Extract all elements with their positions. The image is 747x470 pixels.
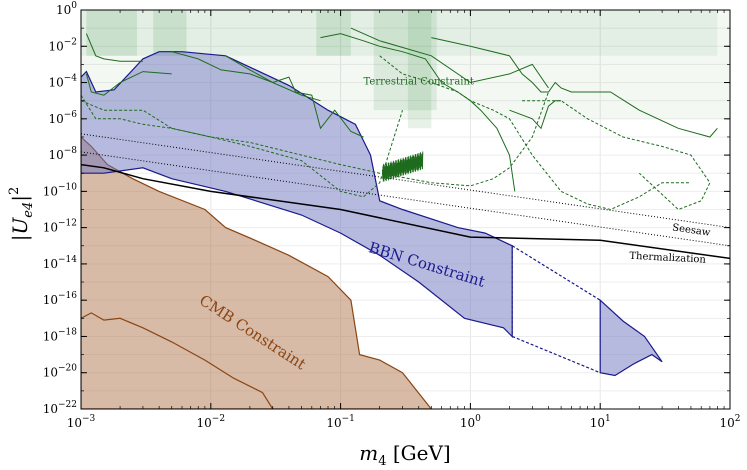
thermalization-curve bbox=[81, 163, 730, 260]
terrestrial-bound-a-curve bbox=[85, 33, 143, 62]
y-tick-label: 10−4 bbox=[48, 74, 77, 90]
y-tick-label: 10−14 bbox=[43, 255, 78, 271]
terrestrial-oscillation-curve bbox=[381, 151, 424, 182]
bound-curves bbox=[81, 27, 730, 260]
terrestrial-bound-d-curve bbox=[225, 55, 321, 102]
terrestrial-bound-b-curve bbox=[85, 71, 172, 96]
x-tick-label: 10−2 bbox=[197, 414, 226, 430]
y-tick-label: 10−18 bbox=[43, 327, 78, 343]
terrestrial-constraint-label: Terrestrial Constraint bbox=[364, 76, 474, 87]
terrestrial-band bbox=[407, 10, 432, 129]
x-tick-label: 101 bbox=[590, 414, 611, 430]
seesaw-upper-curve bbox=[81, 133, 730, 229]
y-tick-label: 10−20 bbox=[43, 364, 78, 380]
cmb-lower-edge bbox=[81, 312, 274, 409]
bbn-bridge-line bbox=[511, 335, 601, 374]
terrestrial-bound-g-curve bbox=[431, 37, 718, 138]
x-tick-label: 10−1 bbox=[326, 414, 355, 430]
terrestrial-dashed-b-curve bbox=[81, 100, 403, 198]
seesaw-lower-curve bbox=[81, 151, 730, 247]
x-tick-label: 102 bbox=[719, 414, 740, 430]
x-tick-label: 10−3 bbox=[67, 414, 96, 430]
terrestrial-bound-e-curve bbox=[320, 33, 516, 192]
terrestrial-bound-h-curve bbox=[509, 100, 562, 130]
y-tick-label: 10−12 bbox=[43, 219, 77, 235]
bbn-region bbox=[599, 298, 663, 377]
constraint-regions bbox=[81, 10, 730, 409]
bbn-bridge-line bbox=[511, 245, 601, 301]
terrestrial-bound-f-curve bbox=[350, 27, 549, 89]
y-tick-label: 10−10 bbox=[43, 182, 78, 198]
y-tick-label: 10−22 bbox=[43, 400, 77, 416]
thermalization-label: Thermalization bbox=[629, 251, 707, 266]
terrestrial-dashed-c-curve bbox=[379, 55, 691, 211]
terrestrial-band bbox=[86, 10, 137, 56]
terrestrial-band bbox=[316, 10, 351, 56]
seesaw-label: Seesaw bbox=[672, 223, 712, 239]
terrestrial-dashed-a-curve bbox=[81, 91, 549, 187]
y-tick-label: 10−2 bbox=[48, 37, 77, 53]
y-tick-label: 100 bbox=[56, 1, 77, 17]
terrestrial-band bbox=[153, 10, 187, 56]
x-tick-label: 100 bbox=[460, 414, 481, 430]
y-tick-label: 10−8 bbox=[48, 146, 77, 162]
terrestrial-dashed-d-curve bbox=[522, 100, 711, 211]
y-tick-label: 10−16 bbox=[43, 291, 78, 307]
y-tick-label: 10−6 bbox=[48, 110, 77, 126]
bbn-region bbox=[81, 51, 513, 338]
y-axis-title: |Ue4|2 bbox=[7, 187, 36, 242]
x-axis-title: m4 [GeV] bbox=[359, 441, 450, 469]
terrestrial-band bbox=[81, 10, 718, 56]
axis-ticks: 10−3 10−2 10−1 100 101 102 100 10−2 10−4 10−6 10−8… bbox=[43, 1, 741, 430]
terrestrial-bound-c-curve bbox=[171, 51, 364, 138]
